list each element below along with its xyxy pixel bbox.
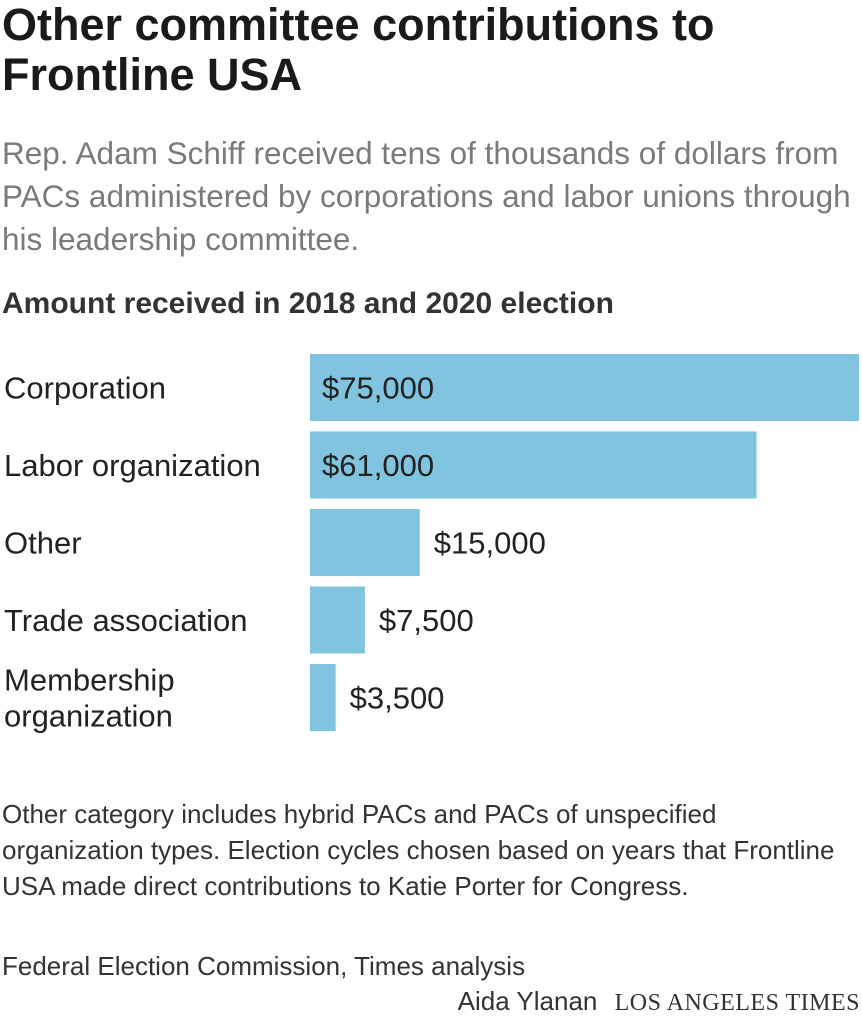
value-label-trade-association: $7,500 xyxy=(379,603,474,638)
chart-subtitle: Rep. Adam Schiff received tens of thousa… xyxy=(2,135,851,257)
chart-credit: Aida Ylanan LOS ANGELES TIMES xyxy=(458,983,860,1021)
chart-source: Federal Election Commission, Times analy… xyxy=(2,951,526,981)
value-label-labor-organization: $61,000 xyxy=(322,448,434,483)
chart-notes: Other category includes hybrid PACs and … xyxy=(2,799,835,901)
chart-heading: Amount received in 2018 and 2020 electio… xyxy=(2,287,614,320)
value-label-membership-organization: $3,500 xyxy=(350,680,445,715)
value-label-corporation: $75,000 xyxy=(322,370,434,405)
credit-author: Aida Ylanan xyxy=(457,986,598,1016)
bar-trade-association xyxy=(310,586,365,654)
bar-labor-organization xyxy=(310,431,757,499)
publisher-logo: LOS ANGELES TIMES xyxy=(614,990,860,1016)
chart-title: Other committee contributions to Frontli… xyxy=(2,0,715,100)
category-label-membership-organization: Membership organization xyxy=(4,662,175,733)
category-label-trade-association: Trade association xyxy=(4,603,248,638)
bar-other xyxy=(310,509,420,576)
value-label-other: $15,000 xyxy=(434,525,546,560)
category-label-labor-organization: Labor organization xyxy=(4,448,261,483)
bar-chart: Corporation $75,000 Labor organization $61,… xyxy=(4,354,859,733)
category-label-corporation: Corporation xyxy=(4,370,166,405)
bar-corporation xyxy=(310,354,859,421)
bar-membership-organization xyxy=(310,664,336,731)
category-label-other: Other xyxy=(4,525,82,560)
